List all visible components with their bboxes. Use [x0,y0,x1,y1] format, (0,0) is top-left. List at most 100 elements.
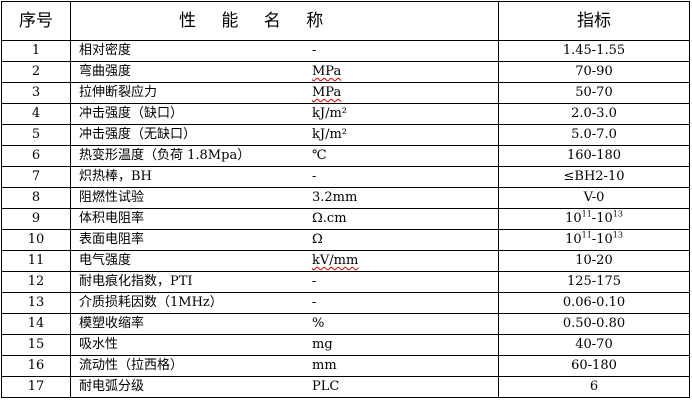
property-cell: 阻燃性试验 3.2mm [70,187,499,209]
value-text: 0.06-0.10 [562,295,626,310]
property-unit: - [312,295,317,310]
value-cell: 0.06-0.10 [498,292,690,314]
property-name: 冲击强度（缺口） [79,106,184,121]
value-text: 0.50-0.80 [562,316,626,331]
property-cell: 冲击强度（缺口） kJ/m² [70,103,499,125]
property-name: 吸水性 [79,337,119,352]
property-name: 冲击强度（无缺口） [79,127,197,142]
property-unit: mm [312,358,337,373]
property-cell: 相对密度 - [70,40,499,62]
table-row: 11 电气强度 kV/mm 10-20 [1,250,690,272]
row-index: 5 [1,124,71,146]
row-index: 17 [1,376,71,398]
table-row: 13 介质损耗因数（1MHz） - 0.06-0.10 [1,292,690,314]
row-index: 13 [1,292,71,314]
value-cell: ≤BH2-10 [498,166,690,188]
property-cell: 弯曲强度 MPa [70,61,499,83]
row-index: 2 [1,61,71,83]
value-text: 1011-1013 [565,209,623,226]
property-name: 体积电阻率 [79,211,145,226]
table-row: 17 耐电弧分级 PLC 6 [1,376,690,398]
property-name: 耐电痕化指数，PTI [79,274,193,289]
property-unit: mg [312,337,333,352]
table-row: 8 阻燃性试验 3.2mm V-0 [1,187,690,209]
property-name: 阻燃性试验 [79,190,145,205]
row-index: 8 [1,187,71,209]
row-index: 3 [1,82,71,104]
property-cell: 拉伸断裂应力 MPa [70,82,499,104]
value-cell: 40-70 [498,334,690,356]
property-name: 电气强度 [79,253,132,268]
value-text: 70-90 [575,64,613,79]
property-cell: 表面电阻率 Ω [70,229,499,251]
property-name: 拉伸断裂应力 [79,85,158,100]
property-unit: - [312,274,317,289]
property-unit: kV/mm [312,253,359,268]
property-cell: 体积电阻率 Ω.cm [70,208,499,230]
property-name: 流动性（拉西格） [79,358,184,373]
property-name: 弯曲强度 [79,64,132,79]
value-text: 125-175 [566,274,622,289]
row-index: 14 [1,313,71,335]
value-text: 5.0-7.0 [571,127,617,142]
value-cell: 0.50-0.80 [498,313,690,335]
property-unit: 3.2mm [312,190,358,205]
table-row: 5 冲击强度（无缺口） kJ/m² 5.0-7.0 [1,124,690,146]
property-unit: PLC [312,379,340,394]
header-index: 序号 [1,1,71,41]
table-row: 9 体积电阻率 Ω.cm 1011-1013 [1,208,690,230]
row-index: 15 [1,334,71,356]
table-row: 7 炽热棒，BH - ≤BH2-10 [1,166,690,188]
header-property: 性 能 名 称 [70,1,499,41]
property-name: 表面电阻率 [79,232,145,247]
row-index: 4 [1,103,71,125]
table-row: 6 热变形温度（负荷 1.8Mpa） ℃ 160-180 [1,145,690,167]
row-index: 12 [1,271,71,293]
table-row: 16 流动性（拉西格） mm 60-180 [1,355,690,377]
property-cell: 流动性（拉西格） mm [70,355,499,377]
value-cell: 1.45-1.55 [498,40,690,62]
property-cell: 热变形温度（负荷 1.8Mpa） ℃ [70,145,499,167]
property-cell: 耐电痕化指数，PTI - [70,271,499,293]
value-cell: 70-90 [498,61,690,83]
row-index: 10 [1,229,71,251]
property-cell: 模塑收缩率% [70,313,499,335]
value-cell: 5.0-7.0 [498,124,690,146]
value-cell: 2.0-3.0 [498,103,690,125]
row-index: 1 [1,40,71,62]
property-cell: 耐电弧分级 PLC [70,376,499,398]
row-index: 7 [1,166,71,188]
value-text: 40-70 [575,337,613,352]
value-text: 10-20 [575,253,613,268]
row-index: 9 [1,208,71,230]
value-text: ≤BH2-10 [563,169,625,184]
property-cell: 炽热棒，BH - [70,166,499,188]
value-text: 160-180 [566,148,622,163]
value-text: 2.0-3.0 [571,106,617,121]
table-row: 15 吸水性 mg 40-70 [1,334,690,356]
value-text: V-0 [583,190,605,205]
property-name: 炽热棒，BH [79,169,152,184]
property-cell: 电气强度 kV/mm [70,250,499,272]
value-cell: 1011-1013 [498,229,690,251]
property-name: 耐电弧分级 [79,379,145,394]
value-text: 60-180 [571,358,617,373]
table-row: 14 模塑收缩率% 0.50-0.80 [1,313,690,335]
property-name: 介质损耗因数（1MHz） [79,295,223,310]
value-cell: 60-180 [498,355,690,377]
table-row: 2 弯曲强度 MPa 70-90 [1,61,690,83]
table-row: 1 相对密度 - 1.45-1.55 [1,40,690,62]
table-row: 10 表面电阻率 Ω 1011-1013 [1,229,690,251]
property-cell: 介质损耗因数（1MHz） - [70,292,499,314]
property-name: 模塑收缩率 [79,316,145,331]
value-cell: 50-70 [498,82,690,104]
value-cell: 160-180 [498,145,690,167]
property-unit: Ω.cm [312,211,347,226]
property-name: 相对密度 [79,43,132,58]
property-unit: - [312,169,317,184]
row-index: 16 [1,355,71,377]
header-row: 序号 性 能 名 称 指标 [1,1,690,41]
property-unit: % [312,316,325,331]
value-cell: 125-175 [498,271,690,293]
